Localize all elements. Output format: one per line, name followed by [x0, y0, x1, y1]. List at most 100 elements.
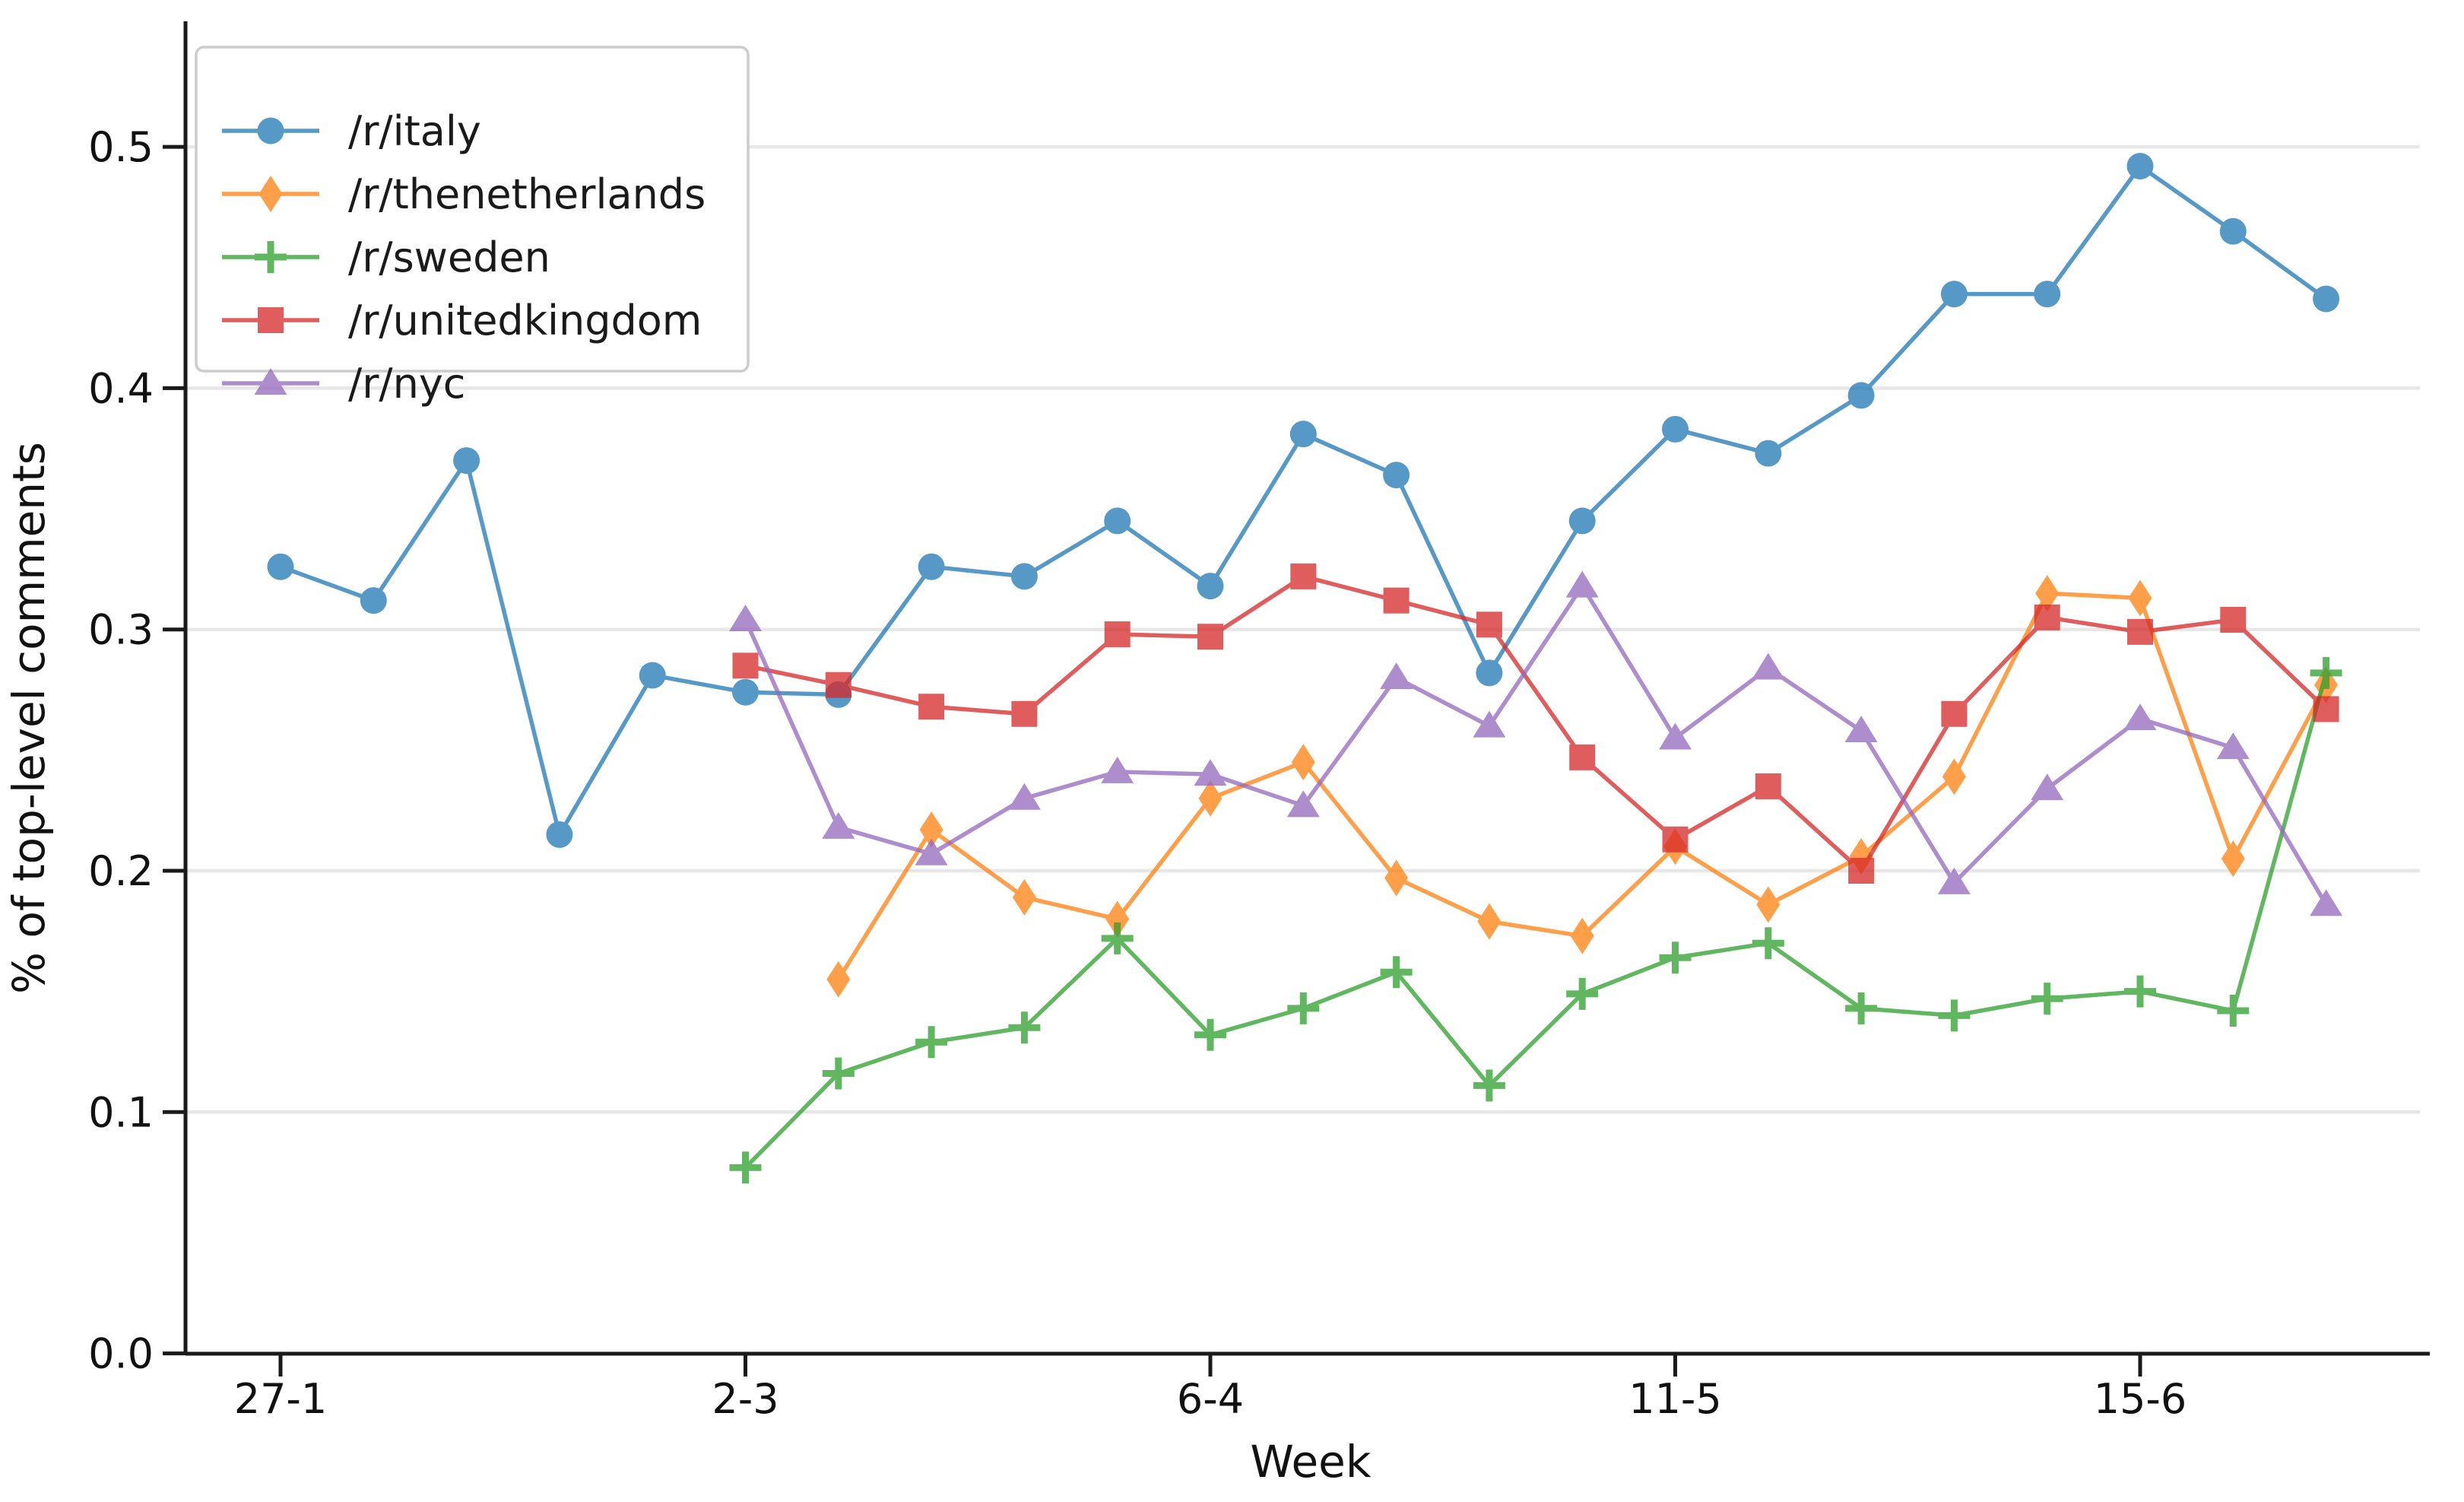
triangle-marker — [1565, 570, 1599, 598]
square-marker — [2220, 607, 2247, 634]
diamond-marker — [1198, 780, 1222, 817]
series-r-italy — [267, 152, 2340, 848]
triangle-marker — [1752, 653, 1785, 680]
y-tick-label: 0.2 — [88, 847, 154, 895]
diamond-marker — [2128, 580, 2152, 617]
diamond-marker — [1942, 758, 1966, 795]
y-tick-label: 0.4 — [88, 364, 154, 412]
diamond-marker — [919, 811, 943, 849]
plus-marker — [1194, 1018, 1226, 1051]
triangle-marker — [729, 605, 762, 632]
legend-sample-r-sweden — [222, 241, 319, 273]
plus-marker — [2031, 983, 2063, 1015]
diamond-marker — [1384, 859, 1409, 897]
plus-marker — [1101, 922, 1134, 954]
diamond-marker — [2035, 575, 2060, 612]
circle-marker — [1010, 563, 1038, 590]
triangle-marker — [822, 811, 855, 839]
plus-marker — [915, 1026, 948, 1059]
triangle-marker — [2031, 773, 2064, 801]
square-marker — [2127, 618, 2153, 645]
y-axis-title: % of top-level comments — [3, 442, 55, 994]
circle-marker — [2034, 281, 2061, 308]
square-marker — [1941, 700, 1968, 727]
diamond-marker — [826, 961, 851, 998]
triangle-marker — [2123, 703, 2157, 731]
plus-marker — [1380, 956, 1413, 989]
triangle-marker — [1937, 867, 1971, 894]
circle-marker — [1197, 573, 1224, 600]
circle-marker — [639, 662, 666, 689]
diamond-marker — [1477, 903, 1502, 940]
circle-marker — [1940, 281, 1968, 308]
x-tick-label: 2-3 — [712, 1375, 779, 1423]
diamond-marker — [1105, 900, 1130, 938]
plus-marker — [2310, 656, 2342, 689]
axes: 0.0 0.1 0.2 0.3 0.4 0.5 27-1 2-3 6-4 11-5 15-6 Week… — [3, 21, 2430, 1488]
plus-marker — [1938, 999, 1971, 1032]
y-tick-label: 0.3 — [88, 606, 154, 654]
square-marker — [2034, 604, 2060, 630]
triangle-marker — [254, 368, 287, 395]
square-marker — [918, 694, 945, 720]
plus-marker — [255, 241, 287, 273]
legend-label: /r/nyc — [348, 360, 465, 408]
circle-marker — [2313, 285, 2340, 313]
plus-marker — [1008, 1011, 1041, 1044]
circle-marker — [2219, 218, 2247, 245]
circle-marker — [732, 678, 759, 706]
triangle-marker — [1194, 759, 1227, 786]
legend-item-r-nyc: /r/nyc — [222, 360, 465, 408]
square-marker — [1011, 700, 1038, 727]
plus-marker — [1752, 927, 1784, 960]
circle-marker — [360, 587, 387, 614]
plus-marker — [2217, 995, 2250, 1027]
triangle-marker — [2216, 732, 2250, 760]
square-marker — [1848, 858, 1875, 884]
circle-marker — [1755, 440, 1782, 467]
x-tick-label: 27-1 — [234, 1375, 328, 1423]
circle-marker — [267, 553, 294, 580]
legend-sample-r-thenetherlands — [222, 176, 319, 212]
circle-marker — [1289, 421, 1317, 448]
circle-marker — [453, 447, 480, 475]
triangle-marker — [1844, 715, 1878, 742]
plus-marker — [2124, 975, 2156, 1008]
triangle-marker — [1473, 710, 1506, 738]
square-marker — [825, 672, 851, 698]
square-marker — [1476, 611, 1502, 638]
triangle-marker — [1101, 756, 1134, 783]
legend-item-r-sweden: /r/sweden — [222, 233, 550, 281]
triangle-marker — [1380, 662, 1413, 690]
diamond-marker — [1012, 878, 1036, 916]
series-line-r-unitedkingdom — [743, 574, 2329, 873]
triangle-marker — [1007, 783, 1041, 810]
circle-marker — [1847, 382, 1875, 409]
legend-label: /r/unitedkingdom — [348, 297, 702, 345]
diamond-marker — [2221, 840, 2245, 878]
legend-sample-r-unitedkingdom — [222, 307, 319, 333]
plus-marker — [729, 1151, 762, 1184]
legend-item-r-thenetherlands: /r/thenetherlands — [222, 170, 706, 218]
circle-marker — [1104, 507, 1131, 535]
y-tick-label: 0.5 — [88, 123, 154, 171]
circle-marker — [257, 117, 284, 144]
circle-marker — [1568, 507, 1596, 535]
legend: /r/italy/r/thenetherlands/r/sweden/r/uni… — [195, 46, 750, 408]
circle-marker — [546, 821, 573, 848]
square-marker — [258, 307, 284, 333]
circle-marker — [1476, 659, 1503, 687]
diamond-marker — [1756, 886, 1781, 923]
plus-marker — [822, 1057, 855, 1090]
legend-label: /r/thenetherlands — [348, 170, 706, 218]
square-marker — [732, 653, 759, 679]
series-r-thenetherlands — [826, 575, 2339, 998]
plus-marker — [1287, 992, 1320, 1024]
square-marker — [1197, 624, 1223, 650]
circle-marker — [1383, 462, 1410, 489]
triangle-marker — [1286, 790, 1320, 818]
diamond-marker — [258, 176, 283, 212]
x-tick-label: 6-4 — [1177, 1375, 1244, 1423]
plus-marker — [1473, 1069, 1505, 1102]
